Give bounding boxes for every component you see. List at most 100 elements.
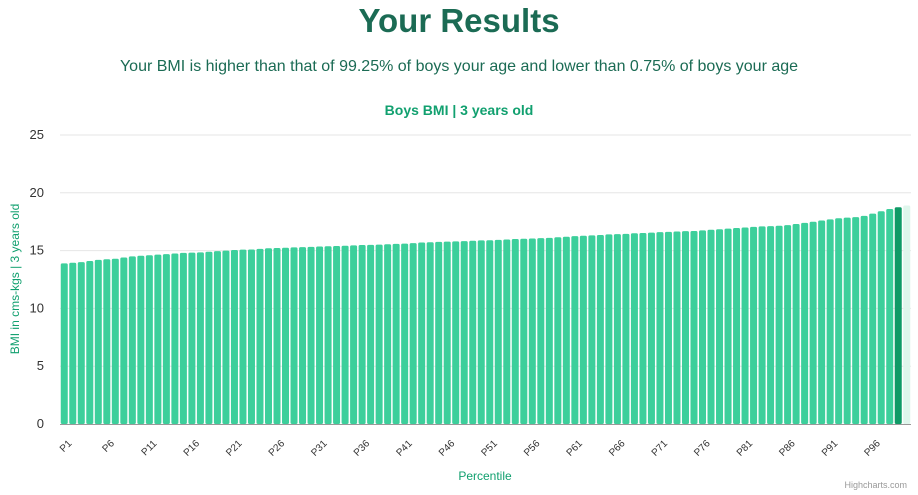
bar-p76[interactable] (699, 230, 707, 424)
bar-p91[interactable] (826, 219, 834, 424)
bar-p47[interactable] (452, 241, 460, 424)
bar-p38[interactable] (375, 244, 383, 424)
bar-p15[interactable] (179, 252, 187, 424)
bar-p16[interactable] (188, 252, 196, 424)
bar-p3[interactable] (77, 262, 85, 424)
bar-p90[interactable] (818, 220, 826, 424)
bar-p10[interactable] (137, 255, 145, 424)
bar-p89[interactable] (809, 221, 817, 424)
bar-p54[interactable] (511, 239, 519, 424)
bar-p53[interactable] (503, 239, 511, 425)
bar-p37[interactable] (367, 244, 375, 424)
bar-p42[interactable] (409, 243, 417, 424)
bar-p40[interactable] (392, 243, 400, 424)
bar-p41[interactable] (401, 243, 409, 424)
bar-p66[interactable] (613, 234, 621, 424)
bar-p85[interactable] (775, 225, 783, 424)
bar-p86[interactable] (784, 225, 792, 424)
bar-p45[interactable] (435, 241, 443, 424)
bar-p55[interactable] (520, 238, 528, 424)
bar-p13[interactable] (162, 254, 170, 424)
bar-p36[interactable] (358, 245, 366, 424)
bar-p96[interactable] (869, 213, 877, 424)
bar-p8[interactable] (120, 257, 128, 424)
bar-p26[interactable] (273, 248, 281, 424)
bar-p80[interactable] (733, 228, 741, 424)
bar-p34[interactable] (341, 245, 349, 424)
bar-p72[interactable] (664, 231, 672, 424)
bar-p48[interactable] (460, 241, 468, 424)
bar-p59[interactable] (554, 237, 562, 424)
bar-p94[interactable] (852, 217, 860, 424)
bar-p98[interactable] (886, 208, 894, 424)
bar-p29[interactable] (299, 247, 307, 424)
bar-p27[interactable] (282, 247, 290, 424)
bar-p100[interactable] (903, 205, 911, 424)
bar-p23[interactable] (247, 249, 255, 424)
bar-p74[interactable] (681, 231, 689, 424)
bar-p52[interactable] (494, 239, 502, 424)
bar-p25[interactable] (264, 248, 272, 424)
bar-p24[interactable] (256, 248, 264, 424)
bar-p60[interactable] (562, 236, 570, 424)
bar-p28[interactable] (290, 247, 298, 424)
bar-p69[interactable] (639, 233, 647, 424)
bar-p84[interactable] (767, 226, 775, 424)
bar-p6[interactable] (103, 259, 111, 424)
bar-p2[interactable] (69, 262, 77, 424)
bar-p78[interactable] (716, 229, 724, 424)
bar-p99[interactable] (894, 207, 902, 424)
bar-p7[interactable] (111, 258, 119, 424)
bar-p30[interactable] (307, 246, 315, 424)
bar-p75[interactable] (690, 230, 698, 424)
bar-p56[interactable] (528, 238, 536, 424)
bar-p4[interactable] (86, 261, 94, 424)
bar-p58[interactable] (545, 237, 553, 424)
bar-p49[interactable] (469, 240, 477, 424)
bar-p64[interactable] (596, 234, 604, 424)
bar-p57[interactable] (537, 238, 545, 424)
bar-p61[interactable] (571, 236, 579, 424)
bar-p97[interactable] (877, 211, 885, 424)
bar-p22[interactable] (239, 249, 247, 424)
bar-p81[interactable] (741, 227, 749, 424)
bar-p82[interactable] (750, 226, 758, 424)
bar-p68[interactable] (630, 233, 638, 424)
bar-p43[interactable] (418, 242, 426, 424)
bar-p63[interactable] (588, 235, 596, 424)
bar-p35[interactable] (350, 245, 358, 424)
bar-p17[interactable] (196, 252, 204, 424)
bar-p93[interactable] (843, 217, 851, 424)
bar-p11[interactable] (145, 255, 153, 424)
bar-p33[interactable] (333, 245, 341, 424)
bar-p32[interactable] (324, 246, 332, 424)
bar-p31[interactable] (316, 246, 324, 424)
bar-p88[interactable] (801, 222, 809, 424)
bar-p95[interactable] (860, 215, 868, 424)
bar-p20[interactable] (222, 250, 230, 424)
highcharts-credits-link[interactable]: Highcharts.com (844, 480, 907, 490)
bar-p73[interactable] (673, 231, 681, 424)
bar-p83[interactable] (758, 226, 766, 424)
bar-p65[interactable] (605, 234, 613, 424)
bar-p21[interactable] (230, 250, 238, 424)
bar-p9[interactable] (128, 256, 136, 424)
bar-p46[interactable] (443, 241, 451, 424)
bar-p44[interactable] (426, 242, 434, 424)
bar-p71[interactable] (656, 232, 664, 424)
bar-p1[interactable] (60, 263, 68, 424)
bar-p51[interactable] (486, 240, 494, 424)
bar-p92[interactable] (835, 218, 843, 424)
bar-p67[interactable] (622, 233, 630, 424)
bar-p12[interactable] (154, 254, 162, 424)
bar-p70[interactable] (647, 232, 655, 424)
bar-p5[interactable] (94, 259, 102, 424)
bar-p50[interactable] (477, 240, 485, 424)
bar-p19[interactable] (213, 251, 221, 424)
bar-p87[interactable] (792, 224, 800, 424)
bar-p77[interactable] (707, 229, 715, 424)
bar-p62[interactable] (579, 235, 587, 424)
bar-p79[interactable] (724, 228, 732, 424)
bar-p14[interactable] (171, 253, 179, 424)
bar-p39[interactable] (384, 244, 392, 424)
